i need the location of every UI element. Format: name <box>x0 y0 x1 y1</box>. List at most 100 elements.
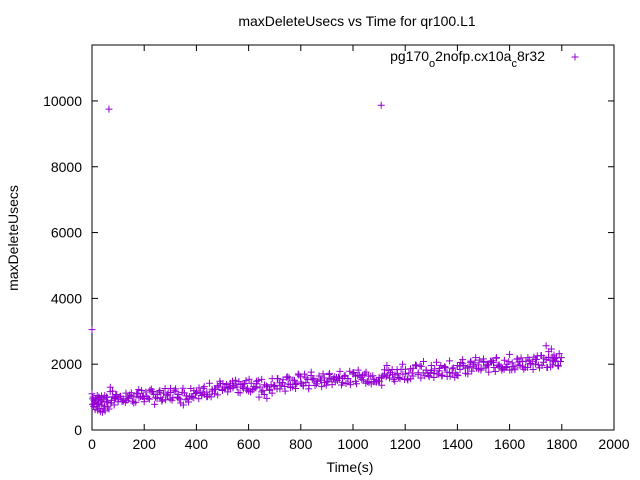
chart-title: maxDeleteUsecs vs Time for qr100.L1 <box>238 13 476 29</box>
series-point <box>224 388 232 396</box>
series-point <box>232 376 240 384</box>
series-point <box>399 360 407 368</box>
x-tick-label: 200 <box>133 436 157 452</box>
series-point <box>245 387 253 395</box>
series-point <box>93 403 101 411</box>
series-point <box>207 393 215 401</box>
series-point <box>166 388 174 396</box>
series-point <box>331 373 339 381</box>
series-point <box>299 382 307 390</box>
series-point <box>380 370 388 378</box>
series-point <box>176 395 184 403</box>
series-point <box>221 383 229 391</box>
y-tick-label: 2000 <box>51 356 82 372</box>
series-point <box>540 358 548 366</box>
x-tick-label: 600 <box>237 436 261 452</box>
series-point <box>409 372 417 380</box>
x-tick-label: 1200 <box>390 436 421 452</box>
series-point <box>555 350 563 358</box>
series-point <box>451 373 459 381</box>
series-point <box>208 385 216 393</box>
series-point <box>279 379 287 387</box>
series-point <box>242 377 250 385</box>
series-point <box>315 372 323 380</box>
x-tick-label: 1800 <box>546 436 577 452</box>
series-point <box>516 362 524 370</box>
series-point <box>205 379 213 387</box>
series-point <box>472 354 480 362</box>
series-point <box>556 358 564 366</box>
series-point <box>417 374 425 382</box>
series-point <box>350 369 358 377</box>
series-point <box>259 386 267 394</box>
series-point <box>258 375 266 383</box>
series-point <box>485 368 493 376</box>
series-point <box>435 367 443 375</box>
series-point <box>97 397 105 405</box>
series-point <box>190 394 198 402</box>
series-point <box>318 383 326 391</box>
series-point <box>320 374 328 382</box>
series-point <box>412 361 420 369</box>
series-point <box>529 365 537 373</box>
series-point <box>102 398 110 406</box>
series-point <box>365 372 373 380</box>
series-point <box>161 385 169 393</box>
legend-marker <box>571 53 579 61</box>
series-point <box>196 388 204 396</box>
series-point <box>263 394 271 402</box>
series-point <box>480 355 487 363</box>
series-point <box>319 370 327 378</box>
series-point <box>254 376 262 384</box>
series-point <box>239 385 247 393</box>
series-point <box>216 377 224 385</box>
series-point <box>437 361 445 369</box>
series-point <box>301 370 309 378</box>
series-point <box>440 363 448 371</box>
series-point <box>214 391 222 399</box>
series-point <box>234 388 242 396</box>
series-point <box>521 363 529 371</box>
series-point <box>92 395 100 403</box>
series-point <box>158 396 166 404</box>
series-point <box>354 366 362 374</box>
series-point <box>119 397 127 405</box>
series-point <box>433 358 441 366</box>
series-point <box>307 368 315 376</box>
series-point <box>336 367 344 375</box>
series-point <box>408 369 416 377</box>
series-point <box>113 390 121 398</box>
series-point <box>90 396 98 404</box>
series-point <box>396 375 404 383</box>
series-point <box>295 371 303 379</box>
series-point <box>89 393 97 401</box>
series-point <box>388 365 396 373</box>
series-point <box>117 392 125 400</box>
series-point <box>427 362 435 370</box>
series-point <box>391 377 399 385</box>
series-point <box>279 376 287 384</box>
series-point <box>302 374 310 382</box>
series-point <box>454 372 462 380</box>
series-point <box>103 393 111 401</box>
series-point <box>123 396 131 404</box>
series-point <box>502 364 510 372</box>
series-point <box>346 381 354 389</box>
y-axis-label: maxDeleteUsecs <box>5 185 21 291</box>
series-point <box>285 374 293 382</box>
series-point <box>500 356 508 364</box>
x-tick-label: 1400 <box>442 436 473 452</box>
series-point <box>203 388 211 396</box>
series-point <box>526 360 534 368</box>
series-point <box>200 383 208 391</box>
series-point <box>477 366 485 374</box>
series-point <box>491 367 499 375</box>
series-point <box>271 383 279 391</box>
series-point <box>105 105 113 113</box>
series-point <box>292 385 300 393</box>
series-point <box>90 402 98 410</box>
series-point <box>110 401 118 409</box>
series-point <box>144 394 152 402</box>
series-point <box>142 388 150 396</box>
series-point <box>226 379 234 387</box>
